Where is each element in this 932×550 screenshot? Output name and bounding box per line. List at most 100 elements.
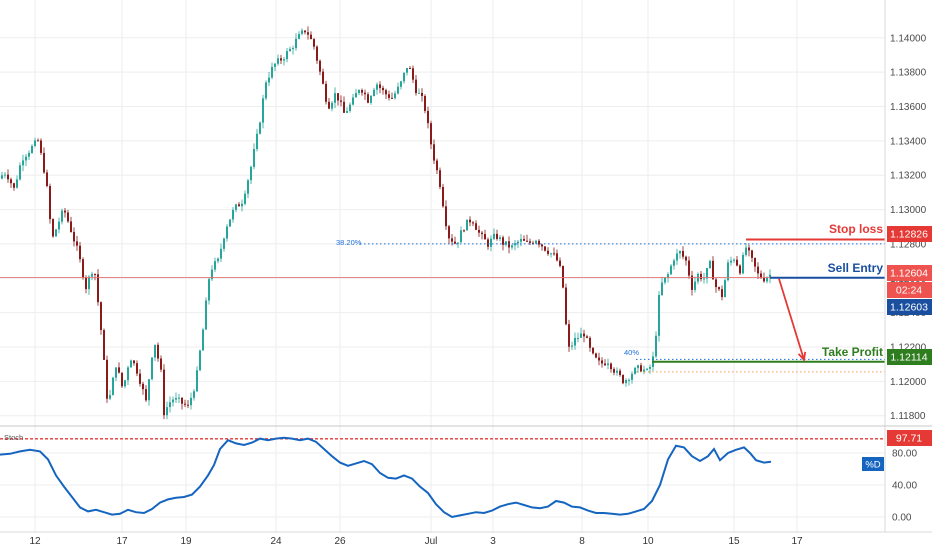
candle-body (628, 379, 630, 381)
candle-body (475, 223, 477, 230)
price-tick-label: 1.13000 (890, 205, 927, 216)
candle-body (544, 246, 546, 251)
candle-body (289, 48, 291, 52)
candle-body (721, 289, 723, 298)
candle-body (592, 347, 594, 354)
candle-body (304, 30, 306, 33)
candle-body (640, 365, 642, 372)
candle-body (55, 229, 57, 237)
candle-body (94, 273, 96, 275)
candle-body (766, 277, 768, 282)
candle-body (70, 221, 72, 232)
candle-body (547, 250, 549, 254)
candle-body (568, 324, 570, 347)
candle-body (331, 102, 333, 109)
candle-body (502, 237, 504, 245)
candle-body (19, 165, 21, 180)
candle-body (418, 92, 420, 94)
candle-body (37, 140, 39, 142)
candle-body (700, 273, 702, 280)
candle-body (13, 183, 15, 188)
candle-body (28, 152, 30, 157)
candle-body (424, 96, 426, 111)
candle-body (703, 278, 705, 280)
fib-level-label: 38.20% (336, 238, 362, 247)
candle-body (541, 244, 543, 247)
stoch-d-line (0, 436, 772, 519)
stoch-series-tag: %D (862, 457, 884, 471)
candle-body (673, 260, 675, 266)
candle-body (181, 397, 183, 404)
candle-body (388, 94, 390, 98)
grid (0, 0, 885, 532)
candle-body (58, 221, 60, 230)
candle-body (637, 365, 639, 368)
candle-body (280, 58, 282, 61)
take-profit-label: Take Profit (822, 345, 883, 359)
candle-body (343, 101, 345, 113)
candle-body (232, 209, 234, 220)
time-tick-label: 8 (579, 536, 585, 547)
trade-arrow-head (797, 351, 807, 362)
candle-body (97, 274, 99, 303)
candle-body (88, 276, 90, 290)
candle-body (43, 152, 45, 173)
candle-body (436, 160, 438, 171)
candle-body (154, 344, 156, 358)
candle-body (607, 363, 609, 366)
stoch-level-tag-text: 97.71 (896, 433, 922, 445)
candle-body (631, 373, 633, 380)
candle-body (694, 281, 696, 290)
candle-body (76, 241, 78, 246)
stoch-tick-label: 0.00 (892, 513, 912, 524)
candle-body (643, 369, 645, 372)
candle-body (481, 232, 483, 235)
candle-body (667, 274, 669, 278)
candle-body (583, 333, 585, 337)
fib-low-label: 40% (624, 348, 639, 357)
candle-body (31, 145, 33, 153)
candle-body (577, 337, 579, 339)
candle-body (496, 233, 498, 239)
candle-body (196, 370, 198, 392)
candle-body (676, 253, 678, 261)
candle-body (688, 260, 690, 276)
candle-body (103, 330, 105, 360)
candle-body (220, 248, 222, 259)
candle-body (691, 275, 693, 290)
candle-body (187, 404, 189, 406)
candle-body (712, 260, 714, 280)
candle-body (499, 237, 501, 239)
candle-body (409, 68, 411, 70)
candle-body (142, 383, 144, 390)
candle-body (646, 368, 648, 370)
candle-body (742, 254, 744, 274)
candle-body (295, 38, 297, 49)
candle-body (364, 92, 366, 95)
stop-loss-tag-text: 1.12826 (890, 229, 928, 241)
candle-body (565, 287, 567, 325)
candle-body (484, 234, 486, 240)
candle-body (322, 71, 324, 84)
candle-body (163, 369, 165, 416)
candle-body (748, 247, 750, 251)
time-tick-label: 10 (642, 536, 654, 547)
candle-body (550, 253, 552, 255)
candle-body (199, 350, 201, 371)
candle-body (445, 206, 447, 227)
candle-body (310, 34, 312, 40)
candle-body (346, 110, 348, 113)
candle-body (175, 398, 177, 400)
stoch-panel-label: Stoch (4, 433, 23, 442)
candle-body (763, 277, 765, 282)
candle-body (91, 273, 93, 277)
candle-body (733, 259, 735, 261)
price-candles (1, 26, 771, 420)
candle-body (427, 110, 429, 124)
candle-body (184, 403, 186, 405)
candle-body (622, 375, 624, 384)
candle-body (682, 251, 684, 257)
candle-body (121, 372, 123, 387)
time-axis[interactable]: 12 17 19 24 26 Jul 3 8 10 15 17 (29, 536, 803, 547)
